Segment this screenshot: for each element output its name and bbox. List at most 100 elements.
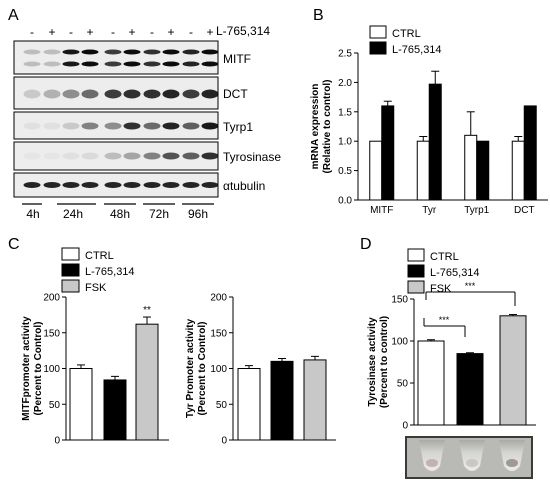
blot-band xyxy=(182,61,200,67)
treatment-signs: - + - + - + - + - + xyxy=(30,25,214,39)
blot-band xyxy=(81,61,99,67)
tube-ctrl-pellet xyxy=(426,459,438,467)
blot-label-tyrp1: Tyrp1 xyxy=(223,120,253,134)
blot-band xyxy=(162,49,180,55)
blot-band xyxy=(81,49,99,55)
blot-band xyxy=(43,182,61,188)
blot-band xyxy=(104,61,122,67)
blot-band xyxy=(43,61,61,67)
legend-label: L-765,314 xyxy=(85,266,135,278)
legend-label: FSK xyxy=(430,283,452,295)
y-axis-label: MITFpromoter activity xyxy=(21,316,32,421)
blot-band xyxy=(143,122,161,130)
bar xyxy=(69,368,93,441)
bar xyxy=(381,105,395,201)
y-tick-label: 0 xyxy=(402,421,408,432)
blot-band xyxy=(201,49,219,55)
blot-band xyxy=(43,122,61,130)
treatment-sign: - xyxy=(111,25,115,39)
blot-band xyxy=(143,61,161,67)
chart-b-mrna-expression: 0.0 0.5 1.0 1.5 2.0 2.5 mRNA expression (Relati… xyxy=(310,25,548,216)
timepoint-label: 4h xyxy=(26,207,39,221)
significance-label: ** xyxy=(143,305,151,316)
blot-band xyxy=(81,89,99,99)
panel-a-letter: A xyxy=(8,7,19,24)
y-tick-label: 150 xyxy=(391,295,408,306)
bar xyxy=(511,140,525,201)
blot-band xyxy=(182,122,200,130)
chart-c-mitf-promoter-activity: 0 50 100 150 200 MITFpromoter activity (Percen… xyxy=(21,247,169,447)
bar xyxy=(135,323,159,441)
significance-label: *** xyxy=(465,281,476,291)
y-tick-label: 0 xyxy=(221,436,227,447)
legend-label: L-765,314 xyxy=(430,267,480,279)
panel-c-letter: C xyxy=(8,236,20,253)
y-tick-label: 100 xyxy=(210,364,227,375)
blot-band xyxy=(23,182,41,188)
bar xyxy=(499,315,527,426)
significance-label: *** xyxy=(439,315,450,325)
blot-band xyxy=(162,61,180,67)
y-axis-label: (Percent to Control) xyxy=(197,322,208,416)
blot-band xyxy=(182,89,200,99)
treatment-sign: + xyxy=(206,25,213,39)
y-axis-label: (Percent to Control) xyxy=(33,322,44,416)
tube-l765-pellet xyxy=(466,459,478,467)
bar xyxy=(270,360,294,441)
treatment-sign: + xyxy=(128,25,135,39)
bar xyxy=(303,359,327,441)
x-tick-label: Tyrp1 xyxy=(464,205,489,216)
blot-band xyxy=(62,182,80,188)
blot-band xyxy=(143,152,161,160)
blot-band xyxy=(201,182,219,188)
blot-band xyxy=(81,182,99,188)
tube-photo xyxy=(405,436,533,479)
blot-band xyxy=(182,152,200,160)
y-tick-label: 1.5 xyxy=(338,107,352,118)
blot-band xyxy=(201,152,219,160)
y-axis-label: Tyr Promoter activity xyxy=(185,318,196,418)
blot-band xyxy=(23,122,41,130)
tube-fsk xyxy=(499,440,525,471)
blot-band xyxy=(44,153,61,160)
y-tick-label: 150 xyxy=(210,328,227,339)
y-tick-label: 50 xyxy=(397,379,409,390)
panel-a-western-blot: - + - + - + - + - + L-765,314 MITF DCT T… xyxy=(13,24,281,221)
y-tick-label: 50 xyxy=(49,400,61,411)
blot-label-dct: DCT xyxy=(223,87,248,101)
y-tick-label: 200 xyxy=(43,293,60,304)
legend-swatch xyxy=(61,279,80,293)
chart-c-tyr-promoter-activity: 0 50 100 150 200 Tyr Promoter activity (Percen… xyxy=(185,293,336,447)
legend-swatch xyxy=(407,248,425,262)
legend-swatch xyxy=(369,41,387,55)
chart-d-tyrosinase-activity: *** *** 0 50 100 150 Tyrosinase activity (Per… xyxy=(367,248,536,432)
blot-strip-mitf xyxy=(13,40,219,75)
blot-band xyxy=(81,152,99,160)
blot-band xyxy=(104,182,122,188)
blot-band xyxy=(162,182,180,188)
blot-band xyxy=(104,122,122,130)
blot-band xyxy=(24,153,41,160)
blot-band xyxy=(104,89,122,99)
legend-swatch xyxy=(369,25,387,39)
y-axis-label: (Percent to control) xyxy=(379,316,390,408)
y-tick-label: 100 xyxy=(43,364,60,375)
blot-band xyxy=(62,152,80,160)
y-tick-label: 200 xyxy=(210,293,227,304)
legend-swatch xyxy=(407,280,425,294)
timepoint-label: 96h xyxy=(188,207,208,221)
bar xyxy=(103,379,127,441)
blot-band xyxy=(123,61,141,67)
y-tick-label: 100 xyxy=(391,337,408,348)
blot-band xyxy=(123,122,141,130)
blot-band xyxy=(62,89,80,99)
treatment-sign: + xyxy=(48,25,55,39)
tube-fsk-pellet xyxy=(506,459,518,467)
blot-band xyxy=(104,49,122,55)
y-axis-label: mRNA expression xyxy=(310,84,321,170)
y-tick-label: 0 xyxy=(54,436,60,447)
blot-bands xyxy=(23,49,219,188)
blot-label-tubulin: αtubulin xyxy=(223,179,265,193)
blot-band xyxy=(23,89,41,99)
